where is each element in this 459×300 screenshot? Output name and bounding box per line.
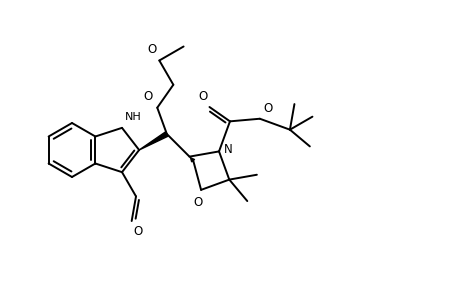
- Text: O: O: [143, 90, 152, 103]
- Text: N: N: [224, 143, 232, 156]
- Text: O: O: [263, 102, 273, 115]
- Text: O: O: [134, 225, 143, 238]
- Text: O: O: [198, 90, 207, 103]
- Text: O: O: [193, 196, 202, 209]
- Polygon shape: [139, 132, 168, 150]
- Text: O: O: [147, 43, 156, 56]
- Text: NH: NH: [125, 112, 141, 122]
